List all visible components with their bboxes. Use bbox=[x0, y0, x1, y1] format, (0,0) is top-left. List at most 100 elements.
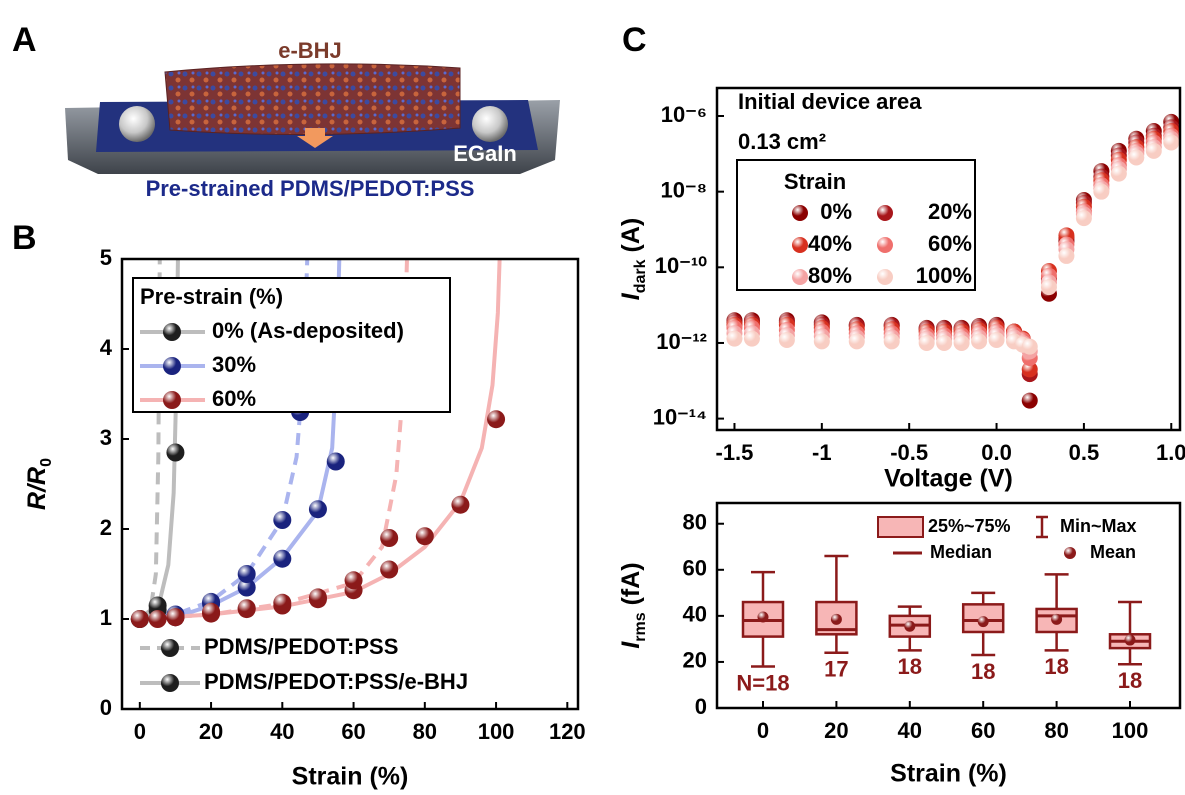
x-tick-label: 80 bbox=[1044, 718, 1068, 743]
legend-marker bbox=[877, 237, 893, 253]
data-point bbox=[148, 610, 167, 628]
axis-label-part: R/R bbox=[23, 467, 51, 510]
data-point bbox=[166, 443, 185, 462]
data-point bbox=[1093, 183, 1110, 200]
axis-label-part: rms bbox=[632, 612, 649, 641]
data-point bbox=[1163, 134, 1180, 151]
x-tick-label: 0.0 bbox=[981, 440, 1012, 465]
axis-label-part: I bbox=[617, 292, 645, 300]
data-point bbox=[380, 560, 399, 579]
data-point bbox=[130, 610, 149, 628]
legend-label: Min~Max bbox=[1060, 516, 1137, 536]
legend-marker bbox=[792, 237, 808, 253]
data-point bbox=[273, 549, 292, 568]
legend-label: 80% bbox=[808, 263, 852, 288]
y-tick-label: 2 bbox=[100, 515, 112, 540]
count-label: N=18 bbox=[736, 670, 789, 695]
mean bbox=[830, 613, 842, 625]
plot-frame bbox=[120, 257, 580, 711]
legend-label: Median bbox=[930, 542, 992, 562]
data-point bbox=[487, 410, 506, 429]
x-tick-label: 80 bbox=[413, 719, 437, 744]
data-point bbox=[1075, 210, 1092, 227]
mean bbox=[904, 620, 916, 632]
legend-marker bbox=[877, 205, 893, 221]
x-tick-label: 0.5 bbox=[1069, 440, 1100, 465]
data-point bbox=[148, 596, 167, 615]
data-point bbox=[743, 330, 760, 347]
data-point bbox=[308, 588, 327, 607]
data-point bbox=[380, 529, 399, 547]
legend-title: Strain bbox=[784, 169, 846, 194]
x-tick-label: 100 bbox=[1112, 718, 1149, 743]
axis-label: Voltage (V) bbox=[884, 465, 1013, 493]
data-point bbox=[237, 599, 256, 618]
x-tick-label: 60 bbox=[341, 719, 365, 744]
axis-label: Strain (%) bbox=[890, 760, 1007, 788]
data-point bbox=[1110, 165, 1127, 182]
y-tick-label: 10⁻¹⁰ bbox=[655, 253, 707, 278]
egain-drop bbox=[119, 106, 155, 142]
y-tick-label: 0 bbox=[695, 694, 707, 719]
illustration-label: Pre-strained PDMS/PEDOT:PSS bbox=[146, 176, 475, 201]
data-point bbox=[1021, 361, 1038, 378]
data-point bbox=[273, 511, 292, 529]
legend-marker bbox=[792, 205, 808, 221]
fit-curve bbox=[138, 258, 162, 621]
x-tick-label: 40 bbox=[898, 718, 922, 743]
x-tick-label: 100 bbox=[478, 719, 515, 744]
x-tick-label: -0.5 bbox=[890, 440, 928, 465]
legend-marker bbox=[161, 674, 179, 692]
data-point bbox=[308, 500, 327, 519]
annotation: 0.13 cm² bbox=[738, 129, 826, 154]
data-point bbox=[971, 333, 988, 350]
count-label: 18 bbox=[898, 654, 922, 679]
axis-label-part: dark bbox=[632, 259, 649, 293]
y-tick-label: 4 bbox=[100, 335, 113, 360]
legend-label: 0% (As-deposited) bbox=[212, 318, 404, 343]
data-point bbox=[1040, 279, 1057, 296]
panel-label: C bbox=[622, 21, 647, 59]
illustration-label: EGaIn bbox=[453, 141, 517, 166]
data-point bbox=[1021, 392, 1038, 409]
y-tick-label: 60 bbox=[683, 556, 707, 581]
y-tick-label: 80 bbox=[683, 510, 707, 535]
illustration-label: e-BHJ bbox=[278, 38, 342, 63]
count-label: 17 bbox=[824, 657, 848, 682]
data-point bbox=[778, 331, 795, 348]
plot-frame bbox=[715, 501, 1182, 710]
x-tick-label: 0 bbox=[134, 719, 146, 744]
count-label: 18 bbox=[1044, 654, 1068, 679]
count-label: 18 bbox=[1118, 668, 1142, 693]
legend-label: 25%~75% bbox=[928, 516, 1011, 536]
data-point bbox=[726, 330, 743, 347]
axis-label-part: (fA) bbox=[617, 562, 645, 612]
legend-label: Mean bbox=[1090, 542, 1136, 562]
axis-label: Strain (%) bbox=[292, 763, 409, 791]
axis-label: Idark (A) bbox=[617, 218, 649, 300]
axis-label-part: I bbox=[617, 641, 645, 649]
data-point bbox=[936, 334, 953, 351]
y-tick-label: 0 bbox=[100, 695, 112, 720]
mean bbox=[1124, 634, 1136, 646]
y-tick-label: 40 bbox=[683, 602, 707, 627]
legend-label: PDMS/PEDOT:PSS bbox=[204, 634, 398, 659]
data-point bbox=[166, 608, 185, 627]
data-point bbox=[237, 578, 256, 597]
x-tick-label: 60 bbox=[971, 718, 995, 743]
legend-label: 100% bbox=[916, 263, 972, 288]
data-point bbox=[344, 571, 363, 590]
legend-swatch bbox=[877, 516, 924, 538]
legend-marker bbox=[163, 323, 181, 341]
panel-label: B bbox=[12, 219, 37, 257]
fit-curve bbox=[139, 258, 409, 621]
y-tick-label: 5 bbox=[100, 245, 112, 270]
legend-box bbox=[736, 159, 976, 291]
data-point bbox=[1128, 149, 1145, 166]
data-point bbox=[451, 495, 470, 514]
data-point bbox=[883, 333, 900, 350]
x-tick-label: 20 bbox=[199, 719, 223, 744]
axis-label: R/R0 bbox=[23, 458, 55, 510]
legend-marker bbox=[163, 357, 181, 375]
